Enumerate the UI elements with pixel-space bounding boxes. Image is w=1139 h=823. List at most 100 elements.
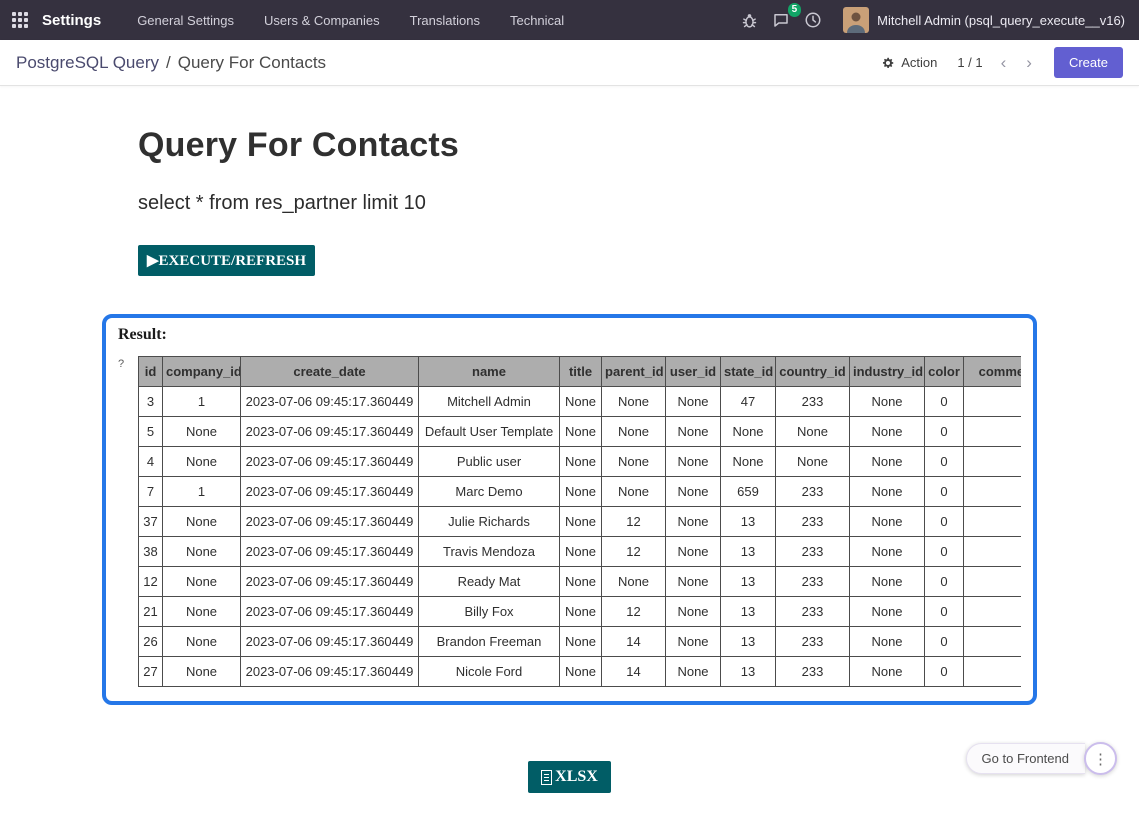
table-cell: 21 bbox=[138, 596, 163, 627]
column-header: company_id bbox=[162, 356, 241, 387]
more-options-button[interactable]: ⋮ bbox=[1084, 742, 1117, 775]
result-table: id company_id create_date name title parent_i… bbox=[138, 356, 1021, 687]
breadcrumb-separator: / bbox=[166, 52, 171, 72]
nav-menu: General Settings Users & Companies Trans… bbox=[137, 13, 564, 28]
pager-next-icon[interactable]: › bbox=[1026, 53, 1032, 72]
table-cell: 2023-07-06 09:45:17.360449 bbox=[240, 506, 419, 537]
table-cell: None bbox=[665, 536, 721, 567]
table-cell: None bbox=[665, 566, 721, 597]
table-cell: 233 bbox=[775, 506, 850, 537]
apps-grid-glyph bbox=[12, 12, 28, 28]
table-cell: 1 bbox=[162, 476, 241, 507]
table-row: 38 None 2023-07-06 09:45:17.360449 Travis M… bbox=[138, 536, 1021, 567]
table-cell: 0 bbox=[924, 446, 964, 477]
table-row: 5 None 2023-07-06 09:45:17.360449 Default U… bbox=[138, 416, 1021, 447]
table-cell: None bbox=[162, 416, 241, 447]
table-cell: 0 bbox=[924, 596, 964, 627]
nav-item-users-companies[interactable]: Users & Companies bbox=[264, 12, 380, 28]
create-button[interactable]: Create bbox=[1053, 47, 1123, 78]
table-cell: Julie Richards bbox=[418, 506, 560, 537]
table-cell: None bbox=[162, 446, 241, 477]
execute-refresh-button[interactable]: ▶EXECUTE/REFRESH bbox=[138, 245, 316, 276]
table-cell: 13 bbox=[720, 566, 776, 597]
table-cell: None bbox=[849, 536, 925, 567]
table-cell: 5 bbox=[138, 416, 163, 447]
table-cell: 14 bbox=[601, 626, 666, 657]
xlsx-export-button[interactable]: XLSX bbox=[528, 761, 611, 793]
table-cell: None bbox=[775, 446, 850, 477]
table-cell: 0 bbox=[924, 536, 964, 567]
breadcrumb: PostgreSQL Query / Query For Contacts bbox=[16, 53, 326, 73]
table-cell: Nicole Ford bbox=[418, 656, 560, 687]
table-row: 21 None 2023-07-06 09:45:17.360449 Billy Fo… bbox=[138, 596, 1021, 627]
query-text: select * from res_partner limit 10 bbox=[138, 192, 426, 214]
table-cell: None bbox=[601, 446, 666, 477]
table-cell bbox=[963, 476, 1021, 507]
column-header: country_id bbox=[775, 356, 850, 387]
table-cell: 2023-07-06 09:45:17.360449 bbox=[240, 656, 419, 687]
user-menu[interactable]: Mitchell Admin (psql_query_execute__v16) bbox=[829, 7, 1133, 33]
table-cell: 233 bbox=[775, 536, 850, 567]
activities-clock-icon[interactable] bbox=[797, 0, 829, 40]
nav-item-general-settings[interactable]: General Settings bbox=[137, 12, 235, 28]
table-cell bbox=[963, 506, 1021, 537]
nav-item-translations[interactable]: Translations bbox=[409, 12, 480, 28]
nav-item-technical[interactable]: Technical bbox=[509, 12, 565, 28]
goto-frontend-button[interactable]: Go to Frontend bbox=[965, 743, 1085, 774]
table-cell: 0 bbox=[924, 566, 964, 597]
table-cell: None bbox=[849, 566, 925, 597]
table-cell: 2023-07-06 09:45:17.360449 bbox=[240, 416, 419, 447]
pager-previous-icon[interactable]: ‹ bbox=[1000, 53, 1007, 72]
table-cell: 12 bbox=[601, 596, 666, 627]
table-cell: 0 bbox=[924, 506, 964, 537]
table-cell: 2023-07-06 09:45:17.360449 bbox=[240, 476, 419, 507]
table-cell: None bbox=[559, 416, 602, 447]
table-cell: Ready Mat bbox=[418, 566, 560, 597]
table-cell: 27 bbox=[138, 656, 163, 687]
table-cell: 12 bbox=[601, 506, 666, 537]
app-title[interactable]: Settings bbox=[42, 11, 102, 29]
table-cell: Default User Template bbox=[418, 416, 560, 447]
user-avatar bbox=[843, 7, 870, 33]
xlsx-file-icon bbox=[541, 769, 553, 785]
table-cell bbox=[963, 596, 1021, 627]
table-cell: None bbox=[665, 626, 721, 657]
table-cell: None bbox=[559, 506, 602, 537]
table-cell: 2023-07-06 09:45:17.360449 bbox=[240, 386, 419, 417]
apps-menu-icon[interactable] bbox=[0, 0, 40, 40]
table-cell: 233 bbox=[775, 656, 850, 687]
column-header: title bbox=[559, 356, 602, 387]
table-cell: None bbox=[162, 626, 241, 657]
table-row: 27 None 2023-07-06 09:45:17.360449 Nicole F… bbox=[138, 656, 1021, 687]
table-cell: None bbox=[162, 506, 241, 537]
column-header: user_id bbox=[665, 356, 721, 387]
table-cell: 3 bbox=[138, 386, 163, 417]
xlsx-label: XLSX bbox=[555, 768, 598, 785]
debug-bug-icon[interactable] bbox=[733, 0, 765, 40]
breadcrumb-parent-link[interactable]: PostgreSQL Query bbox=[16, 52, 159, 72]
table-cell: None bbox=[162, 596, 241, 627]
table-cell: 2023-07-06 09:45:17.360449 bbox=[240, 626, 419, 657]
table-cell: None bbox=[559, 386, 602, 417]
table-cell bbox=[963, 386, 1021, 417]
table-cell: 4 bbox=[138, 446, 163, 477]
table-cell: None bbox=[559, 566, 602, 597]
table-row: 37 None 2023-07-06 09:45:17.360449 Julie Ri… bbox=[138, 506, 1021, 537]
pager: 1 / 1 ‹ › bbox=[957, 54, 1034, 71]
table-cell: None bbox=[665, 386, 721, 417]
table-cell: 13 bbox=[720, 656, 776, 687]
breadcrumb-current: Query For Contacts bbox=[177, 52, 327, 72]
result-box: Result: ? id company_id create_date name tit… bbox=[102, 314, 1037, 705]
control-panel: PostgreSQL Query / Query For Contacts Ac… bbox=[0, 40, 1139, 86]
table-cell bbox=[963, 656, 1021, 687]
messages-icon[interactable]: 5 bbox=[765, 0, 802, 40]
action-menu-button[interactable]: Action bbox=[881, 55, 937, 70]
table-cell: 233 bbox=[775, 566, 850, 597]
column-header: parent_id bbox=[601, 356, 666, 387]
table-cell: None bbox=[162, 656, 241, 687]
page-title: Query For Contacts bbox=[138, 126, 459, 164]
table-cell: 13 bbox=[720, 626, 776, 657]
table-cell bbox=[963, 626, 1021, 657]
table-cell: None bbox=[665, 446, 721, 477]
table-cell: None bbox=[849, 596, 925, 627]
